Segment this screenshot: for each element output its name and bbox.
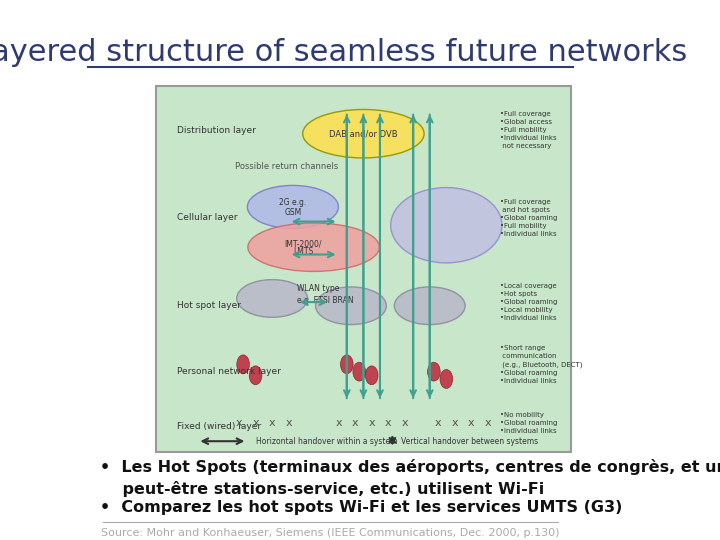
FancyBboxPatch shape [156,86,571,452]
Text: Possible return channels: Possible return channels [235,162,338,171]
Text: WLAN type
e.g. ETSI BRAN: WLAN type e.g. ETSI BRAN [297,285,354,305]
Text: •Full coverage
 and hot spots
•Global roaming
•Full mobility
•Individual links: •Full coverage and hot spots •Global roa… [500,199,557,237]
Text: x: x [235,418,242,428]
Ellipse shape [302,110,424,158]
Text: x: x [485,418,491,428]
Text: x: x [369,418,375,428]
Ellipse shape [395,287,465,325]
Text: x: x [468,418,474,428]
Ellipse shape [428,362,440,381]
Text: IMT-2000/: IMT-2000/ [284,239,323,248]
Text: Horizontal handover within a system: Horizontal handover within a system [256,437,397,445]
Ellipse shape [248,185,338,228]
Text: x: x [435,418,441,428]
Text: •Short range
 communication
 (e.g., Bluetooth, DECT)
•Global roaming
•Individual: •Short range communication (e.g., Blueto… [500,345,582,383]
Text: Source: Mohr and Konhaeuser, Siemens (IEEE Communications, Dec. 2000, p.130): Source: Mohr and Konhaeuser, Siemens (IE… [102,528,559,537]
Ellipse shape [353,362,366,381]
Text: x: x [451,418,458,428]
Text: Personal network layer: Personal network layer [176,367,281,376]
Text: •Local coverage
•Hot spots
•Global roaming
•Local mobility
•Individual links: •Local coverage •Hot spots •Global roami… [500,283,557,321]
Ellipse shape [249,366,262,384]
Text: Distribution layer: Distribution layer [176,126,256,134]
Ellipse shape [341,355,353,374]
Text: •No mobility
•Global roaming
•Individual links: •No mobility •Global roaming •Individual… [500,412,557,434]
Text: •Full coverage
•Global access
•Full mobility
•Individual links
 not necessary: •Full coverage •Global access •Full mobi… [500,111,557,149]
Text: DAB and/or DVB: DAB and/or DVB [329,129,397,138]
Text: x: x [352,418,359,428]
Text: •  Les Hot Spots (terminaux des aéroports, centres de congrès, et un jour
    pe: • Les Hot Spots (terminaux des aéroports… [100,458,720,497]
Text: x: x [285,418,292,428]
Text: Cellular layer: Cellular layer [176,213,238,222]
Text: GSM: GSM [284,208,302,217]
Text: Hot spot layer: Hot spot layer [176,301,240,310]
Text: x: x [385,418,392,428]
Ellipse shape [248,223,379,272]
Ellipse shape [440,369,453,388]
Text: x: x [269,418,276,428]
Text: Vertical handover between systems: Vertical handover between systems [401,437,538,445]
Ellipse shape [237,280,307,318]
Text: Fixed (wired) layer: Fixed (wired) layer [176,422,261,431]
Text: LMTS: LMTS [293,247,314,256]
Text: Layered structure of seamless future networks: Layered structure of seamless future net… [0,38,687,66]
Text: x: x [336,418,342,428]
Text: •  Comparez les hot spots Wi-Fi et les services UMTS (G3): • Comparez les hot spots Wi-Fi et les se… [100,500,623,515]
Text: x: x [252,418,259,428]
Ellipse shape [315,287,387,325]
Ellipse shape [237,355,249,374]
Text: x: x [402,418,408,428]
Ellipse shape [391,187,502,263]
Ellipse shape [365,366,378,384]
Text: 2G e.g.: 2G e.g. [279,198,307,207]
